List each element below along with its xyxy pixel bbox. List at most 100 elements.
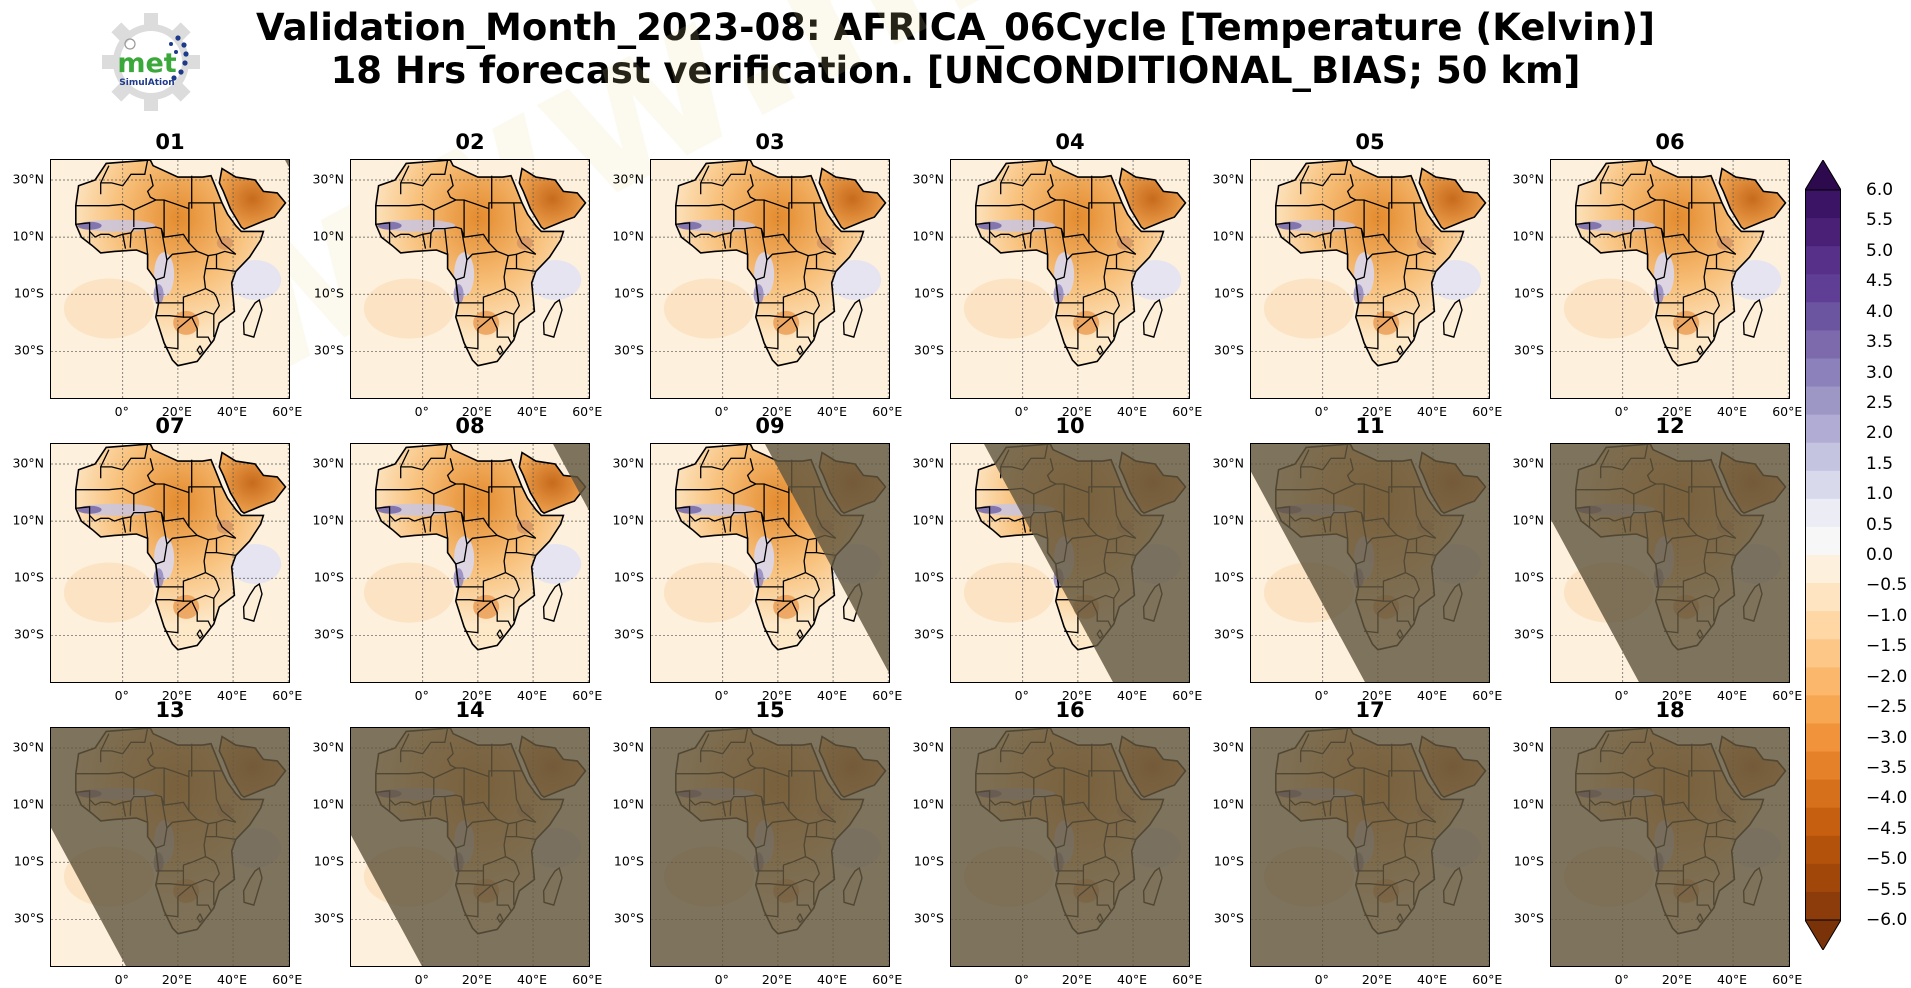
madagascar-land	[1443, 300, 1462, 338]
longitude-tick-label: 0°	[1314, 972, 1329, 987]
night-shading	[1551, 444, 1789, 682]
longitude-tick-label: 40°E	[1417, 688, 1448, 703]
latitude-tick-label: 30°N	[612, 171, 644, 187]
colorbar-segment	[1805, 751, 1841, 781]
longitude-tick-label: 0°	[1314, 688, 1329, 703]
forecast-panel: 06 30°N 10°N 10°S 30°S 0° 20°E 40°E 60°E	[1512, 130, 1802, 419]
colorbar-tick-label: 1.5	[1866, 453, 1894, 474]
longitude-tick-label: 20°E	[1061, 688, 1092, 703]
panel-title: 01	[155, 130, 185, 154]
latitude-tick-label: 10°N	[612, 228, 644, 244]
forecast-panel: 09 30°N 10°N 10°S 30°S 0° 20°E 40°E 60°E	[612, 414, 902, 703]
forecast-panel: 01 30°N 10°N 10°S 30°S 0° 20°E 40°E 60°E	[12, 130, 302, 419]
longitude-tick-label: 40°E	[517, 972, 548, 987]
latitude-tick-label: 10°S	[1213, 569, 1244, 585]
latitude-tick-label: 10°N	[912, 512, 944, 528]
colorbar-tick-label: −5.5	[1866, 879, 1908, 900]
latitude-tick-label: 10°S	[1213, 853, 1244, 869]
colorbar-tick-label: 3.0	[1866, 362, 1894, 383]
panel-title: 13	[155, 698, 185, 722]
colorbar-tick-label: 5.5	[1866, 210, 1894, 231]
longitude-tick-label: 0°	[114, 688, 129, 703]
longitude-tick-label: 0°	[1014, 688, 1029, 703]
longitude-tick-label: 40°E	[1117, 404, 1148, 419]
panel-title: 12	[1655, 414, 1685, 438]
panel-title: 18	[1655, 698, 1685, 722]
longitude-tick-label: 40°E	[1717, 404, 1748, 419]
colorbar-tick-label: 0.5	[1866, 514, 1894, 535]
longitude-tick-label: 40°E	[217, 688, 248, 703]
colorbar-segment	[1805, 218, 1841, 247]
longitude-tick-label: 40°E	[517, 688, 548, 703]
longitude-tick-label: 20°E	[1361, 972, 1392, 987]
longitude-tick-label: 60°E	[572, 972, 603, 987]
bias-map	[1550, 443, 1790, 683]
bias-map	[50, 443, 290, 683]
latitude-tick-label: 10°N	[1212, 512, 1244, 528]
colorbar-segment	[1805, 779, 1841, 809]
longitude-tick-label: 40°E	[217, 972, 248, 987]
colorbar-tick-label: −2.0	[1866, 666, 1908, 687]
madagascar-land	[1743, 300, 1762, 338]
longitude-tick-label: 60°E	[1772, 404, 1803, 419]
longitude-tick-label: 60°E	[1172, 972, 1203, 987]
colorbar-segment	[1805, 863, 1841, 893]
arabia-land	[1119, 168, 1186, 230]
longitude-tick-label: 20°E	[1661, 972, 1692, 987]
madagascar-land	[543, 584, 562, 622]
forecast-panel: 03 30°N 10°N 10°S 30°S 0° 20°E 40°E 60°E	[612, 130, 902, 419]
colorbar-segment	[1805, 246, 1841, 275]
latitude-tick-label: 10°N	[612, 796, 644, 812]
night-shading	[285, 160, 289, 168]
latitude-tick-label: 30°S	[13, 342, 44, 358]
night-shading	[351, 728, 589, 966]
longitude-tick-label: 60°E	[272, 404, 303, 419]
latitude-tick-label: 30°S	[613, 910, 644, 926]
colorbar-segment	[1805, 414, 1841, 444]
longitude-tick-label: 60°E	[272, 972, 303, 987]
latitude-tick-label: 30°N	[1512, 455, 1544, 471]
bias-map	[1550, 159, 1790, 399]
longitude-tick-label: 0°	[414, 404, 429, 419]
colorbar-tick-label: 5.0	[1866, 240, 1894, 261]
colorbar-segment	[1805, 555, 1841, 584]
latitude-tick-label: 30°S	[13, 626, 44, 642]
latitude-tick-label: 10°S	[1513, 853, 1544, 869]
latitude-tick-label: 10°N	[12, 796, 44, 812]
longitude-tick-label: 0°	[1014, 404, 1029, 419]
panel-title: 05	[1355, 130, 1385, 154]
arabia-land	[519, 168, 586, 230]
latitude-tick-label: 10°S	[913, 285, 944, 301]
madagascar-land	[243, 584, 262, 622]
bias-map	[350, 727, 590, 967]
panel-title: 17	[1355, 698, 1385, 722]
longitude-tick-label: 60°E	[1772, 688, 1803, 703]
latitude-tick-label: 10°N	[1212, 228, 1244, 244]
latitude-tick-label: 30°S	[313, 910, 344, 926]
panel-title: 16	[1055, 698, 1085, 722]
longitude-tick-label: 0°	[1014, 972, 1029, 987]
colorbar-tick-label: −4.5	[1866, 818, 1908, 839]
latitude-tick-label: 10°N	[1512, 512, 1544, 528]
forecast-panel: 13 30°N 10°N 10°S 30°S 0° 20°E 40°E 60°E	[12, 698, 302, 987]
longitude-tick-label: 0°	[414, 688, 429, 703]
longitude-tick-label: 40°E	[817, 972, 848, 987]
longitude-tick-label: 60°E	[1472, 688, 1503, 703]
colorbar-segment	[1805, 695, 1841, 725]
panel-title: 14	[455, 698, 485, 722]
bias-map	[650, 727, 890, 967]
latitude-tick-label: 30°S	[313, 626, 344, 642]
longitude-tick-label: 40°E	[817, 688, 848, 703]
panel-title: 08	[455, 414, 485, 438]
longitude-tick-label: 60°E	[872, 972, 903, 987]
arabia-land	[1419, 168, 1486, 230]
colorbar-segment	[1805, 583, 1841, 612]
colorbar-tick-label: 1.0	[1866, 484, 1894, 505]
longitude-tick-label: 20°E	[461, 404, 492, 419]
longitude-tick-label: 0°	[114, 404, 129, 419]
colorbar-max-extend	[1804, 159, 1842, 191]
latitude-tick-label: 10°S	[613, 569, 644, 585]
latitude-tick-label: 30°N	[912, 739, 944, 755]
forecast-panel: 10 30°N 10°N 10°S 30°S 0° 20°E 40°E 60°E	[912, 414, 1202, 703]
night-shading	[984, 444, 1189, 682]
